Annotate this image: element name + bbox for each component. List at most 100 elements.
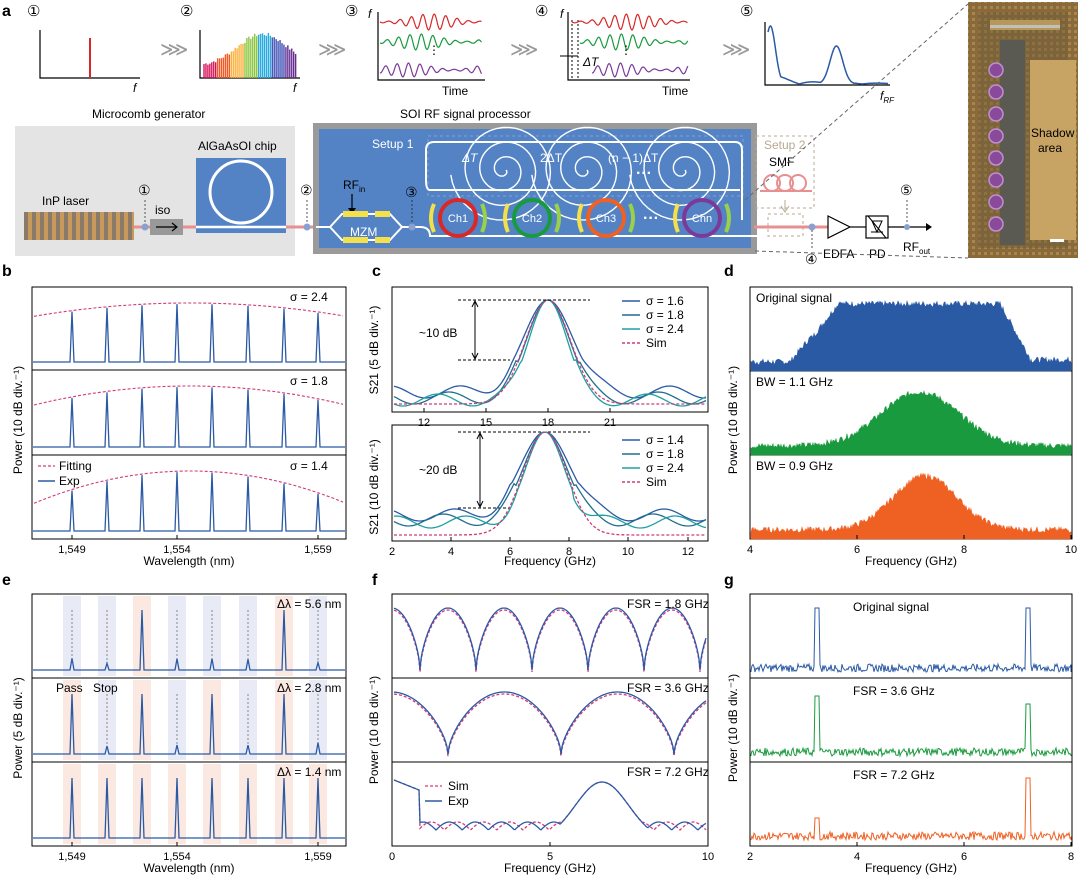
- mzm-label: MZM: [350, 225, 377, 239]
- heater: [503, 203, 510, 233]
- arrow-icon: ⋙: [510, 39, 538, 61]
- probe-label-2: ②: [300, 182, 313, 198]
- rf-in-label: RFin: [343, 178, 365, 194]
- f-legend-exp: Exp: [448, 794, 469, 808]
- microring-resonator: [208, 159, 274, 225]
- x-tick-label: 1,559: [304, 544, 332, 556]
- g-sub-1: Original signal: [853, 600, 929, 614]
- micro-ring: [988, 194, 1004, 210]
- e-sub-1: Δλ = 5.6 nm: [277, 597, 341, 611]
- exp-spectrum: [33, 304, 345, 363]
- laser-label: InP laser: [42, 194, 89, 208]
- step-2: ②: [180, 3, 193, 20]
- x-tick-label: 12: [418, 417, 430, 429]
- channel-label-1: Ch1: [448, 213, 468, 225]
- band-shade: [63, 680, 81, 760]
- g-fsr-3.6: [750, 695, 1072, 758]
- chart-f: Power (10 dB div.⁻¹) FSR = 1.8 GHz FSR =…: [367, 593, 714, 875]
- x-tick-label: 12: [682, 546, 694, 558]
- micro-ring: [988, 216, 1004, 232]
- panel-label-b: b: [2, 263, 12, 280]
- d-bw-0.9: [750, 472, 1072, 540]
- channel-label-2: Ch2: [522, 213, 542, 225]
- f-sub-1: FSR = 1.8 GHz: [627, 597, 709, 611]
- b-sub-1: σ = 2.4: [290, 290, 328, 304]
- band-shade: [133, 596, 151, 676]
- micro-ring: [988, 62, 1004, 78]
- x-tick-label: 4: [854, 851, 860, 863]
- smf-coil-icon: [763, 174, 807, 192]
- band-shade: [309, 764, 327, 844]
- x-tick-label: 8: [1068, 851, 1074, 863]
- band-shade: [203, 764, 221, 844]
- mini-plot-delayed-waveforms: f ⋮ ΔT Time: [560, 7, 690, 98]
- f-exp-2: [393, 691, 707, 755]
- probe-label-5: ⑤: [900, 182, 913, 198]
- delay-label-2: 2ΔT: [540, 151, 563, 165]
- axis-time-3: Time: [442, 84, 469, 98]
- probe-label-4: ④: [805, 251, 818, 267]
- c-bot-s24: [393, 431, 707, 529]
- c-bot-sim: [394, 431, 706, 536]
- legend-label: σ = 2.4: [646, 461, 684, 475]
- b-legend-fitting: Fitting: [59, 459, 92, 473]
- xlabel-d: Frequency (GHz): [865, 554, 957, 568]
- x-tick-label: 4: [448, 546, 454, 558]
- x-tick-label: 10: [1065, 544, 1077, 556]
- delay-label-3: (n − 1)ΔT: [608, 151, 659, 165]
- delta-t-label: ΔT: [582, 55, 600, 69]
- iso-label: iso: [155, 203, 171, 217]
- axis-f-3: f: [368, 7, 373, 21]
- x-tick-label: 10: [622, 546, 634, 558]
- edfa-label: EDFA: [823, 247, 854, 261]
- x-tick-label: 5: [547, 851, 553, 863]
- e-sub-3: Δλ = 1.4 nm: [277, 765, 341, 779]
- arrow-head: [471, 299, 479, 361]
- f-sim-1: [393, 609, 707, 673]
- b-sub-3: σ = 1.4: [290, 459, 328, 473]
- chart-c: S21 (5 dB div.⁻¹) S21 (10 dB div.⁻¹) ~10…: [367, 286, 709, 568]
- d-sub-3: BW = 0.9 GHz: [756, 459, 833, 473]
- micro-ring: [988, 128, 1004, 144]
- ylabel-e: Power (5 dB div.⁻¹): [11, 677, 25, 778]
- xlabel-c: Frequency (GHz): [504, 554, 596, 568]
- axis-f-2: f: [293, 81, 298, 95]
- heater: [554, 203, 561, 233]
- x-tick-label: 2: [389, 546, 395, 558]
- heater: [673, 203, 680, 233]
- xlabel-f: Frequency (GHz): [504, 861, 596, 875]
- c-annot-top: ~10 dB: [419, 326, 457, 340]
- scale-bar: [1050, 239, 1064, 242]
- channel-ring: [512, 198, 552, 238]
- fitting-curve: [33, 470, 344, 504]
- setup2-label: Setup 2: [764, 138, 806, 152]
- x-tick-label: 1,559: [304, 851, 332, 863]
- rf-out-label: RFout: [903, 240, 931, 256]
- exp-spectrum: [33, 387, 345, 448]
- c-annot-bottom: ~20 dB: [419, 463, 457, 477]
- panel-label-c: c: [372, 263, 381, 280]
- ylabel-f: Power (10 dB div.⁻¹): [367, 676, 381, 784]
- band-shade: [275, 680, 293, 760]
- chart-b: Power (10 dB div.⁻¹) σ = 2.4 σ = 1.8 σ =…: [11, 286, 347, 568]
- x-tick-label: 21: [604, 417, 616, 429]
- x-tick-label: 4: [747, 544, 753, 556]
- legend-label: σ = 1.6: [646, 294, 684, 308]
- g-fsr-7.2: [750, 777, 1072, 842]
- arrow-icon: ⋙: [722, 39, 750, 61]
- shadow-label-1: Shadow: [1031, 126, 1075, 140]
- channel-label-4: Chn: [692, 213, 712, 225]
- panel-label-d: d: [724, 263, 734, 280]
- heater: [429, 203, 436, 233]
- x-tick-label: 0: [389, 851, 395, 863]
- step-5: ⑤: [740, 3, 753, 20]
- arrow-icon: ⋙: [318, 39, 346, 61]
- g-original: [750, 607, 1072, 674]
- legend-label: σ = 1.4: [646, 433, 684, 447]
- panel-label-e: e: [2, 572, 11, 589]
- channel-ring: [682, 198, 722, 238]
- probe-point-2: [303, 223, 311, 231]
- mini-plot-laser-line: f: [39, 30, 140, 95]
- vdots: ⋮: [428, 43, 440, 57]
- micro-ring: [988, 172, 1004, 188]
